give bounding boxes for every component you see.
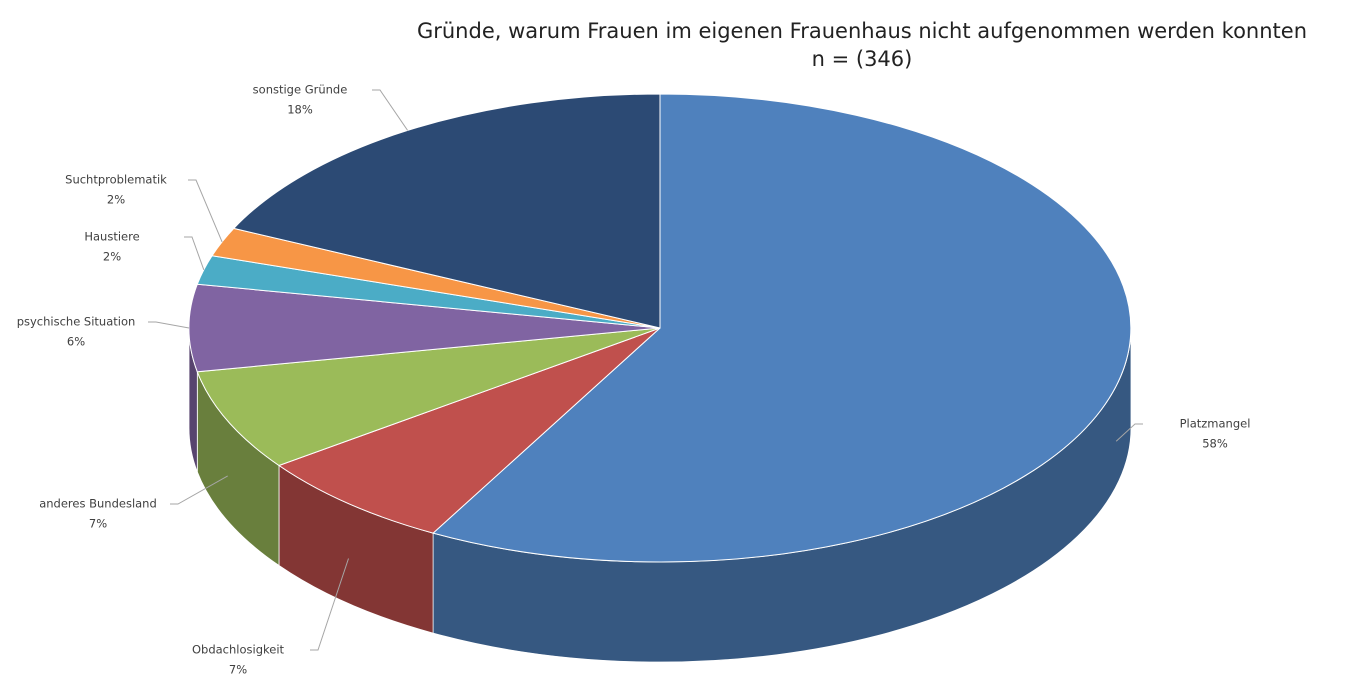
slice-label: psychische Situation	[17, 315, 136, 329]
slice	[232, 93, 661, 329]
leader-line	[188, 179, 223, 243]
slice-value-label: 58%	[1202, 437, 1228, 451]
leader-line	[310, 558, 349, 651]
slice-value-label: 18%	[287, 103, 313, 117]
slice	[196, 327, 661, 467]
slice-label: sonstige Gründe	[253, 83, 348, 97]
slice	[432, 93, 1132, 563]
chart-title: Gründe, warum Frauen im eigenen Frauenha…	[417, 19, 1307, 43]
slice-label: Suchtproblematik	[65, 173, 167, 187]
slice-value-label: 2%	[103, 250, 121, 264]
chart-subtitle: n = (346)	[812, 47, 913, 71]
slice-label: Platzmangel	[1180, 417, 1251, 431]
leader-line	[184, 236, 205, 270]
slice-value-label: 2%	[107, 193, 125, 207]
slice-value-label: 7%	[89, 517, 107, 531]
slice-label: anderes Bundesland	[39, 497, 157, 511]
leader-line	[170, 475, 228, 505]
slice-label: Obdachlosigkeit	[192, 643, 285, 657]
leader-line	[148, 321, 190, 329]
leader-line	[372, 89, 409, 131]
slice	[277, 327, 661, 534]
slice-value-label: 6%	[67, 335, 85, 349]
slice-label: Haustiere	[84, 230, 139, 244]
leader-line	[1115, 423, 1143, 442]
slice-value-label: 7%	[229, 663, 247, 675]
